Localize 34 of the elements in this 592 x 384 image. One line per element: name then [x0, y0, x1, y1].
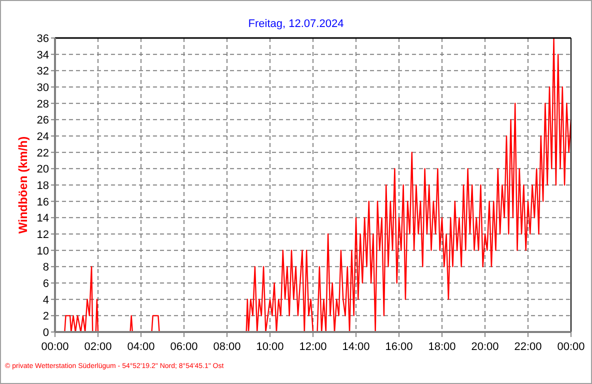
y-tick-label: 0 [42, 327, 49, 339]
y-tick-label: 8 [42, 262, 49, 274]
y-tick-label: 26 [36, 114, 49, 127]
y-tick-label: 18 [36, 180, 49, 192]
x-tick-label: 08:00 [213, 341, 241, 353]
y-tick-label: 32 [36, 66, 49, 78]
y-tick-label: 22 [36, 147, 49, 160]
y-tick-label: 24 [36, 131, 49, 143]
y-tick-label: 16 [36, 196, 49, 208]
y-tick-label: 10 [36, 245, 49, 258]
x-tick-label: 02:00 [84, 341, 112, 353]
x-tick-label: 04:00 [127, 341, 155, 353]
x-tick-label: 18:00 [428, 341, 456, 353]
y-tick-label: 12 [36, 229, 49, 241]
y-tick-label: 30 [36, 82, 49, 94]
x-tick-label: 20:00 [471, 341, 499, 353]
y-tick-label: 6 [42, 278, 49, 290]
y-axis-title: Windböen (km/h) [16, 136, 30, 234]
y-tick-label: 2 [42, 310, 49, 323]
y-tick-label: 14 [36, 212, 49, 225]
x-tick-label: 00:00 [557, 341, 585, 353]
y-tick-label: 28 [36, 98, 49, 110]
x-tick-label: 14:00 [342, 341, 370, 353]
x-tick-label: 00:00 [41, 341, 69, 353]
x-tick-label: 16:00 [385, 341, 413, 353]
x-tick-label: 10:00 [256, 341, 284, 353]
y-tick-label: 20 [36, 164, 49, 176]
chart-title: Freitag, 12.07.2024 [248, 18, 344, 30]
y-tick-label: 4 [42, 294, 49, 306]
x-tick-label: 06:00 [170, 341, 198, 353]
x-tick-label: 22:00 [514, 341, 542, 353]
x-tick-label: 12:00 [299, 341, 327, 353]
y-tick-label: 36 [36, 33, 49, 45]
y-tick-label: 34 [36, 49, 49, 62]
